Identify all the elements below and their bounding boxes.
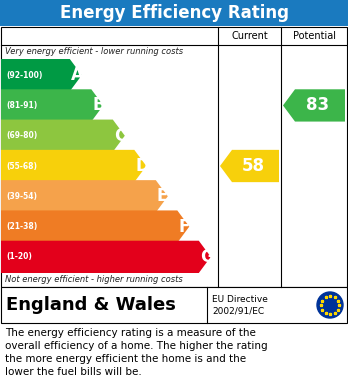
Text: 83: 83	[307, 97, 330, 115]
Polygon shape	[1, 210, 189, 243]
Text: Current: Current	[231, 31, 268, 41]
Text: Potential: Potential	[293, 31, 335, 41]
Text: overall efficiency of a home. The higher the rating: overall efficiency of a home. The higher…	[5, 341, 268, 351]
Polygon shape	[1, 59, 82, 91]
Text: The energy efficiency rating is a measure of the: The energy efficiency rating is a measur…	[5, 328, 256, 338]
Text: (21-38): (21-38)	[6, 222, 37, 231]
Text: 2002/91/EC: 2002/91/EC	[212, 307, 264, 316]
Polygon shape	[1, 180, 168, 212]
Text: (55-68): (55-68)	[6, 161, 37, 170]
Polygon shape	[283, 89, 345, 122]
Text: G: G	[200, 248, 214, 266]
Bar	[0, 0, 348, 26]
Bar	[1, 287, 347, 323]
Circle shape	[317, 292, 343, 318]
Text: (81-91): (81-91)	[6, 101, 37, 110]
Text: Very energy efficient - lower running costs: Very energy efficient - lower running co…	[5, 47, 183, 57]
Text: (69-80): (69-80)	[6, 131, 37, 140]
Bar	[1, 27, 347, 287]
Text: C: C	[114, 127, 126, 145]
Text: Energy Efficiency Rating: Energy Efficiency Rating	[60, 4, 288, 22]
Text: EU Directive: EU Directive	[212, 296, 268, 305]
Text: E: E	[157, 187, 168, 205]
Text: F: F	[178, 217, 190, 235]
Text: (1-20): (1-20)	[6, 252, 32, 261]
Text: Not energy efficient - higher running costs: Not energy efficient - higher running co…	[5, 276, 183, 285]
Polygon shape	[1, 120, 125, 152]
Text: (92-100): (92-100)	[6, 71, 42, 80]
Text: England & Wales: England & Wales	[6, 296, 176, 314]
Text: B: B	[92, 97, 105, 115]
Polygon shape	[220, 150, 279, 182]
Text: 58: 58	[242, 157, 265, 175]
Text: lower the fuel bills will be.: lower the fuel bills will be.	[5, 367, 142, 377]
Text: (39-54): (39-54)	[6, 192, 37, 201]
Polygon shape	[1, 150, 146, 182]
Text: A: A	[71, 66, 84, 84]
Text: D: D	[135, 157, 149, 175]
Polygon shape	[1, 89, 103, 122]
Polygon shape	[1, 241, 211, 273]
Text: the more energy efficient the home is and the: the more energy efficient the home is an…	[5, 354, 246, 364]
